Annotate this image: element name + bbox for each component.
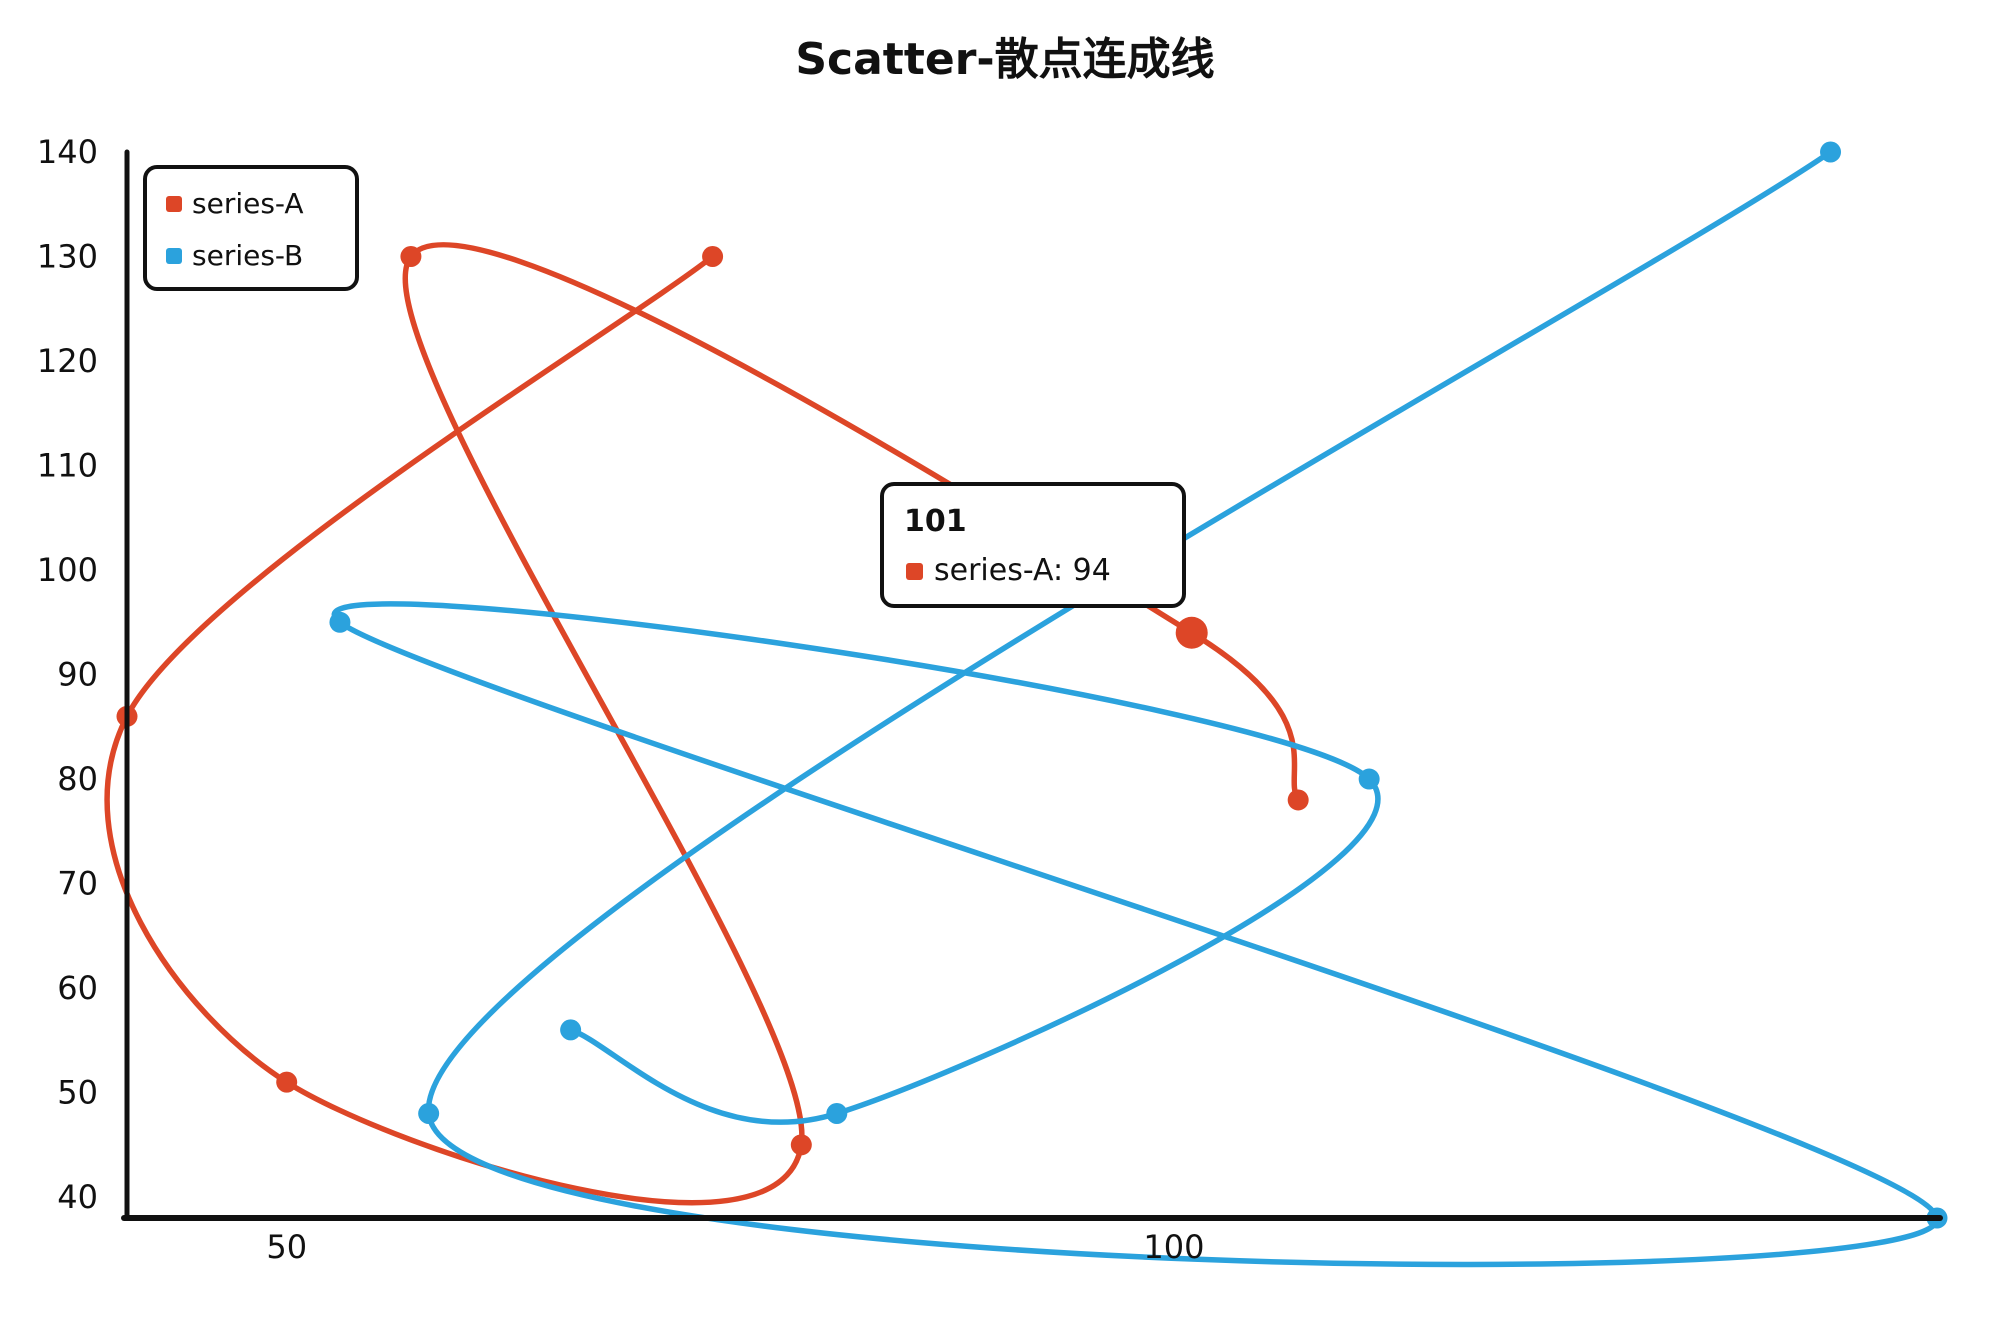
series-series-a	[104, 242, 1309, 1206]
tooltip-swatch	[906, 563, 923, 580]
tooltip-series-label: series-A: 94	[934, 553, 1111, 588]
legend-label-series-a[interactable]: series-A	[192, 187, 304, 220]
data-point[interactable]	[790, 1134, 812, 1156]
chart-title: Scatter-散点连成线	[795, 34, 1214, 85]
tooltip-value: 94	[1073, 553, 1111, 588]
legend-label-series-b[interactable]: series-B	[192, 239, 303, 272]
y-tick-label: 110	[37, 447, 98, 485]
data-point[interactable]	[418, 1102, 440, 1124]
y-tick-label: 120	[37, 342, 98, 380]
y-tick-label: 50	[57, 1074, 98, 1112]
y-tick-label: 140	[37, 133, 98, 171]
x-tick-label: 100	[1143, 1228, 1204, 1266]
data-point[interactable]	[1175, 616, 1208, 649]
y-tick-label: 80	[57, 760, 98, 798]
tooltip: 101 series-A: 94	[880, 482, 1186, 608]
series-line-series-a	[104, 242, 1301, 1206]
legend-box	[143, 165, 359, 291]
y-tick-label: 70	[57, 865, 98, 903]
series-layer	[104, 141, 1948, 1268]
series-line-series-b	[332, 149, 1940, 1268]
data-point[interactable]	[400, 246, 422, 268]
data-point[interactable]	[826, 1102, 848, 1124]
y-tick-label: 40	[57, 1178, 98, 1216]
x-tick-label: 50	[266, 1228, 307, 1266]
y-tick-label: 60	[57, 969, 98, 1007]
data-point[interactable]	[1287, 789, 1309, 811]
legend-swatch-series-b	[166, 248, 182, 264]
y-axis-ticks: 40 50 60 70 80 90 100 110 120 130 140	[37, 133, 98, 1216]
tooltip-series-name: series-A	[934, 553, 1054, 588]
data-point[interactable]	[1358, 768, 1380, 790]
data-point[interactable]	[276, 1071, 298, 1093]
data-point[interactable]	[560, 1019, 582, 1041]
tooltip-box	[880, 482, 1186, 608]
tooltip-separator: :	[1053, 553, 1073, 588]
y-tick-label: 130	[37, 238, 98, 276]
legend-swatch-series-a	[166, 196, 182, 212]
data-point[interactable]	[1820, 141, 1842, 163]
y-tick-label: 100	[37, 551, 98, 589]
series-series-b	[329, 141, 1948, 1268]
data-point[interactable]	[329, 611, 351, 633]
legend[interactable]: series-A series-B	[143, 165, 359, 291]
y-tick-label: 90	[57, 656, 98, 694]
x-axis-ticks: 50 100	[266, 1228, 1204, 1266]
data-point[interactable]	[702, 246, 724, 268]
tooltip-title: 101	[904, 504, 967, 539]
